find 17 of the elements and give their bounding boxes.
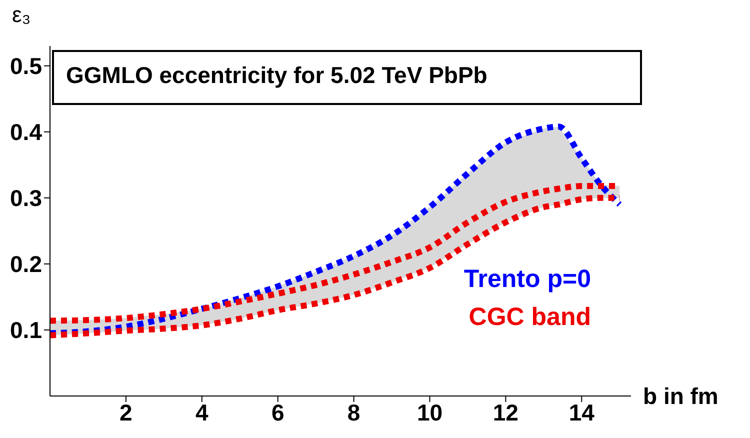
y-tick-label: 0.3: [10, 185, 42, 212]
text: CGC band: [468, 302, 591, 333]
x-tick-label: 8: [347, 399, 360, 426]
x-tick-label: 2: [120, 399, 132, 426]
y-tick-label: 0.5: [10, 52, 42, 79]
y-tick-label: 0.1: [10, 317, 42, 344]
y-axis-title: ε₃: [12, 2, 31, 28]
y-tick-label: 0.2: [10, 251, 42, 278]
x-tick-label: 14: [568, 399, 595, 426]
text: Trento p=0: [464, 264, 591, 295]
x-tick-label: 6: [271, 399, 284, 426]
x-axis-title: b in fm: [643, 383, 718, 409]
text: GGMLO eccentricity for 5.02 TeV PbPb: [66, 62, 488, 89]
x-tick-label: 12: [492, 399, 518, 426]
x-tick-label: 4: [195, 399, 208, 426]
x-tick-label: 10: [416, 399, 443, 426]
y-tick-label: 0.4: [10, 119, 42, 146]
